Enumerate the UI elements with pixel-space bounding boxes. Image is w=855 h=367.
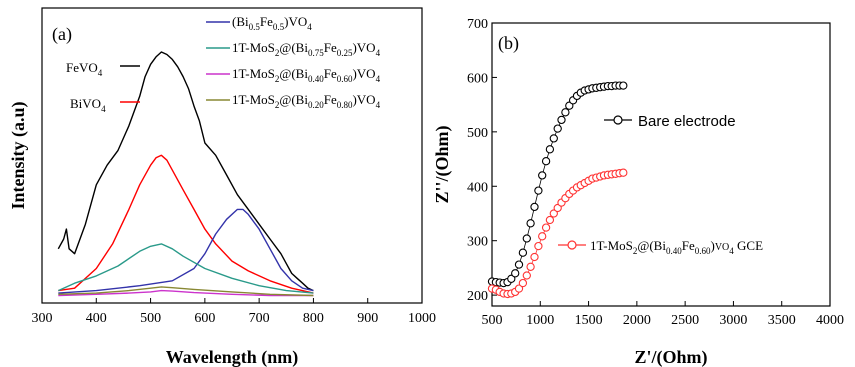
x-tick-label: 500 — [140, 311, 161, 326]
x-axis-title: Wavelength (nm) — [166, 347, 299, 367]
data-point — [534, 186, 543, 195]
x-tick-label: 2000 — [623, 313, 651, 328]
legend-entry: 1T-MoS2@(Bi0.40Fe0.60)VO4 — [232, 66, 381, 84]
panel-b-frame — [491, 22, 831, 307]
legend-marker — [613, 115, 623, 125]
x-tick-label: 400 — [86, 311, 107, 326]
data-point — [561, 108, 570, 117]
legend-entry: (Bi0.5Fe0.5)VO4 — [232, 14, 312, 32]
x-tick-label: 2500 — [671, 313, 699, 328]
data-point — [522, 271, 531, 280]
x-tick-label: 600 — [194, 311, 215, 326]
x-tick-label: 800 — [303, 311, 324, 326]
data-point — [545, 145, 555, 154]
x-tick-label: 1000 — [408, 311, 436, 326]
y-tick-label: 700 — [467, 17, 488, 32]
data-point — [530, 252, 539, 262]
data-point — [553, 124, 562, 133]
data-point — [538, 171, 547, 180]
data-point — [518, 278, 528, 288]
data-point — [511, 269, 520, 278]
data-point — [541, 223, 551, 232]
data-point — [534, 241, 543, 251]
data-point — [514, 284, 524, 293]
x-tick-label: 3000 — [719, 313, 747, 328]
data-point — [538, 232, 547, 241]
series-line — [58, 289, 314, 297]
data-point — [549, 134, 558, 143]
legend-entry: 1T-MoS2@(Bi0.75Fe0.25)VO4 — [232, 40, 381, 58]
data-point — [619, 168, 628, 177]
x-tick-label: 500 — [482, 313, 503, 328]
data-point — [522, 234, 531, 243]
data-point — [530, 202, 539, 212]
panel-b: 500 1000 1500 2000 2500 3000 3500 4000 200 300 400… — [432, 17, 844, 367]
y-tick-label: 400 — [467, 180, 488, 195]
x-tick-label: 3500 — [768, 313, 796, 328]
panel-a-frame — [41, 7, 423, 304]
legend-entry: 1T-MoS2@(Bi0.40Fe0.60)VO4 GCE — [590, 238, 763, 256]
y-axis-title: Intensity (a.u) — [8, 101, 29, 209]
data-point — [526, 219, 535, 228]
y-tick-label: 500 — [467, 126, 488, 141]
y-tick-label: 600 — [467, 71, 488, 86]
series-line — [57, 51, 314, 292]
x-tick-label: 4000 — [816, 313, 844, 328]
y-tick-label: 200 — [467, 289, 488, 304]
series-label: FeVO4 — [66, 60, 103, 78]
data-point — [545, 215, 555, 225]
data-point — [514, 260, 524, 269]
data-point — [507, 274, 516, 283]
series-line — [58, 208, 314, 294]
series-line — [58, 243, 314, 294]
series-line — [58, 286, 314, 297]
series-line — [58, 154, 314, 294]
x-tick-label: 700 — [249, 311, 270, 326]
x-tick-label: 900 — [357, 311, 378, 326]
panel-a: 300 400 500 600 700 800 900 1000 Wavelength (nm)… — [8, 7, 436, 367]
legend-entry: Bare electrode — [638, 113, 736, 130]
x-axis-title: Z'/(Ohm) — [634, 347, 707, 367]
y-axis-title: Z''/(Ohm) — [432, 125, 453, 203]
data-point — [549, 209, 558, 218]
data-point — [619, 81, 628, 90]
series-label: BiVO4 — [70, 96, 106, 114]
x-tick-label: 1500 — [575, 313, 603, 328]
data-point — [526, 262, 535, 271]
data-point — [557, 115, 566, 125]
x-tick-label: 300 — [32, 311, 53, 326]
y-tick-label: 300 — [467, 235, 488, 250]
data-point — [541, 157, 551, 166]
data-point — [518, 248, 528, 257]
legend-marker — [567, 240, 577, 250]
panel-label: (b) — [498, 33, 519, 54]
x-tick-label: 1000 — [526, 313, 554, 328]
panel-label: (a) — [52, 24, 72, 45]
legend-entry: 1T-MoS2@(Bi0.20Fe0.80)VO4 — [232, 92, 381, 110]
series-line — [491, 85, 624, 284]
